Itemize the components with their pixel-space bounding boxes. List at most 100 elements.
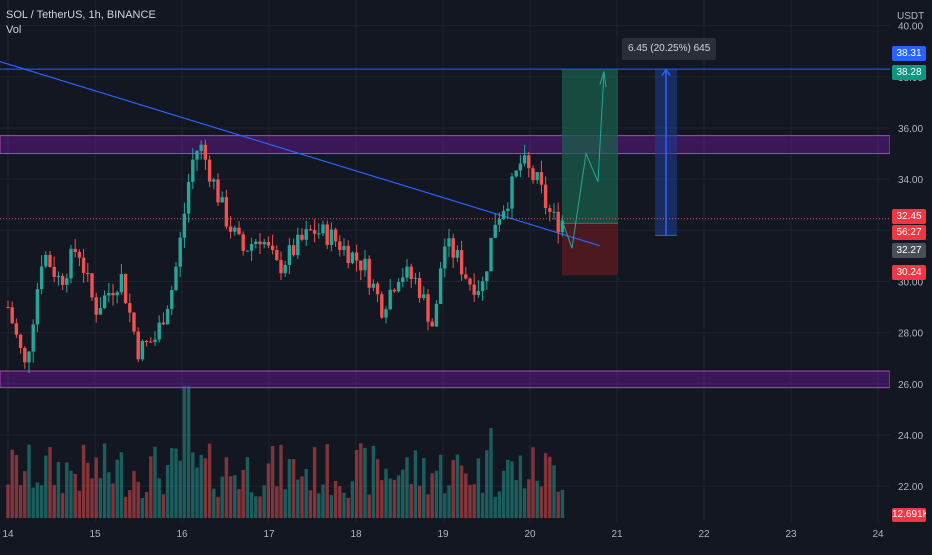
volume-bar <box>254 496 258 518</box>
price-zone <box>0 135 890 155</box>
candle-body <box>522 155 527 164</box>
candle-body <box>52 266 56 277</box>
bar-countdown-tag: 56:27 <box>892 225 926 240</box>
price-axis[interactable]: USDT40.0038.0036.0034.0032.0030.0028.002… <box>890 0 932 522</box>
candle-body <box>174 266 178 291</box>
candle-body <box>468 278 472 285</box>
volume-bar <box>396 475 401 518</box>
candle-body <box>497 218 502 225</box>
volume-bar <box>203 458 208 518</box>
price-tick-label: 26.00 <box>898 380 923 391</box>
time-tick-label: 22 <box>698 529 710 540</box>
candle-body <box>161 322 166 325</box>
time-tick-label: 16 <box>176 529 188 540</box>
price-tick-label: 40.00 <box>898 22 923 33</box>
candle-body <box>401 277 405 283</box>
volume-bar <box>44 455 48 518</box>
candle-body <box>380 294 384 318</box>
volume-bar <box>300 476 304 518</box>
candle-body <box>321 224 325 234</box>
candle-body <box>199 144 203 152</box>
volume-bar <box>182 386 187 518</box>
volume-bar <box>48 447 52 518</box>
volume-bar <box>174 448 178 518</box>
volume-bar <box>308 490 313 518</box>
stop-price-tag: 30.24 <box>892 265 926 280</box>
candle-body <box>518 163 523 171</box>
volume-bar <box>380 480 384 518</box>
candle-body <box>535 172 539 181</box>
candle-body <box>291 245 296 256</box>
price-chart[interactable] <box>0 0 890 522</box>
volume-bars <box>6 386 565 518</box>
candle-body <box>77 251 82 258</box>
volume-bar <box>543 453 548 518</box>
candle-body <box>111 293 115 296</box>
volume-legend[interactable]: Vol <box>6 24 22 36</box>
candle-body <box>342 245 346 251</box>
volume-bar <box>346 497 350 518</box>
candle-body <box>375 283 380 295</box>
target-zone <box>562 69 618 224</box>
symbol-title[interactable]: SOL / TetherUS, 1h, BINANCE <box>6 9 156 21</box>
volume-bar <box>291 459 296 518</box>
volume-bar <box>312 447 317 518</box>
candle-body <box>405 266 409 278</box>
time-axis[interactable]: 14 15 16 17 18 19 20 21 22 23 24 <box>0 522 932 550</box>
candle-body <box>262 242 266 245</box>
candle-body <box>317 233 321 235</box>
volume-bar <box>518 455 523 518</box>
volume-bar <box>262 485 266 518</box>
volume-bar <box>506 459 510 518</box>
volume-bar <box>317 493 321 518</box>
volume-bar <box>443 493 447 518</box>
volume-bar <box>220 476 224 518</box>
volume-bar <box>81 444 86 518</box>
volume-bar <box>161 494 166 518</box>
candle-body <box>472 284 476 295</box>
candle-body <box>254 241 258 245</box>
last-price-tag: 32.45 <box>892 209 926 224</box>
measure-label: 6.45 (20.25%) 645 <box>622 38 717 60</box>
candlestick-series <box>6 139 565 374</box>
volume-bar <box>165 464 170 518</box>
volume-bar <box>258 496 262 518</box>
candle-body <box>367 258 371 288</box>
candle-body <box>27 351 31 363</box>
volume-bar <box>333 481 338 518</box>
candle-body <box>153 339 157 343</box>
volume-bar <box>128 489 132 518</box>
candle-body <box>56 275 61 277</box>
volume-bar <box>27 444 31 518</box>
time-tick-label: 14 <box>2 529 14 540</box>
candle-body <box>531 168 535 181</box>
time-tick-label: 23 <box>785 529 797 540</box>
candle-body <box>325 224 329 245</box>
volume-bar <box>279 444 283 518</box>
candle-body <box>275 250 279 260</box>
volume-bar <box>472 484 476 518</box>
candle-body <box>170 290 174 309</box>
reference-price-tag: 32.27 <box>892 243 926 258</box>
candle-body <box>447 238 451 247</box>
volume-bar <box>459 465 464 518</box>
volume-bar <box>371 445 376 518</box>
stop-zone <box>562 223 618 276</box>
volume-bar <box>422 457 426 518</box>
candle-body <box>329 229 334 245</box>
volume-bar <box>228 476 233 518</box>
volume-bar <box>69 470 73 518</box>
volume-bar <box>98 478 103 518</box>
volume-bar <box>296 479 300 518</box>
candle-body <box>438 268 443 304</box>
candle-body <box>237 227 241 235</box>
candle-body <box>354 252 359 261</box>
volume-bar <box>556 491 560 518</box>
candle-body <box>119 273 124 293</box>
volume-bar <box>480 492 485 518</box>
volume-bar <box>132 471 136 518</box>
volume-bar <box>123 496 128 518</box>
volume-bar <box>249 492 254 518</box>
candle-body <box>182 213 187 238</box>
candle-body <box>212 179 216 182</box>
